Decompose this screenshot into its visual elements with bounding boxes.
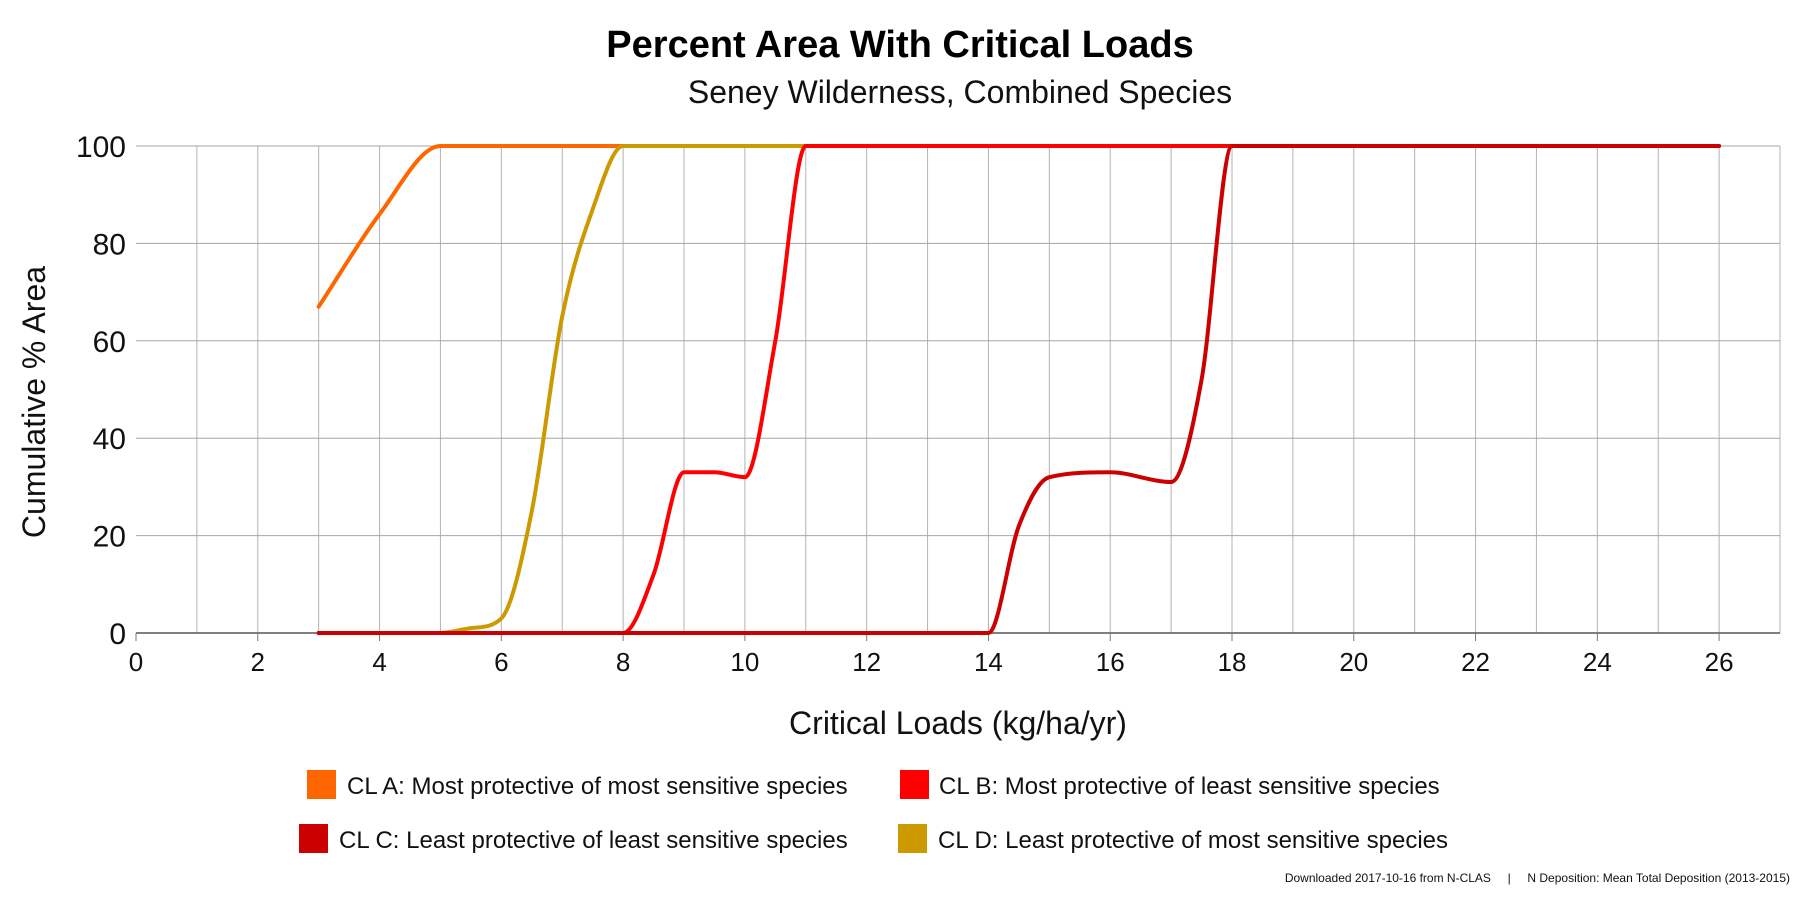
footer-note: Downloaded 2017-10-16 from N-CLAS | N De… [1285, 871, 1790, 885]
legend-swatch [898, 824, 927, 853]
x-tick-label: 8 [616, 647, 630, 677]
y-tick-label: 20 [93, 521, 126, 554]
legend-swatch [900, 770, 929, 799]
legend-swatch [307, 770, 336, 799]
legend-label: CL C: Least protective of least sensitiv… [339, 827, 848, 854]
grid-layer [136, 145, 1781, 633]
x-tick-label: 4 [372, 647, 386, 677]
x-tick-label: 2 [251, 647, 265, 677]
x-tick-label: 16 [1096, 647, 1125, 677]
x-tick-label: 10 [730, 647, 759, 677]
series-line-2 [316, 143, 1722, 636]
legend-label: CL D: Least protective of most sensitive… [938, 827, 1448, 854]
x-tick-label: 0 [129, 647, 143, 677]
chart-title: Percent Area With Critical Loads [606, 24, 1193, 66]
x-tick-label: 12 [852, 647, 881, 677]
x-tick-label: 18 [1218, 647, 1247, 677]
legend-item-1: CL B: Most protective of least sensitive… [900, 770, 1440, 800]
legend-swatch [299, 824, 328, 853]
legend: CL A: Most protective of most sensitive … [299, 770, 1448, 854]
series-layer [316, 143, 1722, 636]
y-tick-label: 60 [93, 326, 126, 359]
y-tick-label: 100 [76, 131, 126, 164]
y-tick-label: 80 [93, 228, 126, 261]
legend-label: CL B: Most protective of least sensitive… [939, 773, 1440, 800]
x-tick-label: 6 [494, 647, 508, 677]
x-tick-label: 20 [1339, 647, 1368, 677]
y-axis-title: Cumulative % Area [16, 266, 52, 538]
y-tick-label: 40 [93, 423, 126, 456]
legend-label: CL A: Most protective of most sensitive … [347, 773, 848, 800]
legend-item-3: CL D: Least protective of most sensitive… [898, 824, 1448, 854]
x-tick-label: 14 [974, 647, 1003, 677]
x-tick-label: 26 [1705, 647, 1734, 677]
chart-subtitle: Seney Wilderness, Combined Species [688, 74, 1232, 110]
x-tick-label: 24 [1583, 647, 1612, 677]
x-axis-title: Critical Loads (kg/ha/yr) [789, 705, 1127, 741]
legend-item-0: CL A: Most protective of most sensitive … [307, 770, 848, 800]
x-tick-label: 22 [1461, 647, 1490, 677]
legend-item-2: CL C: Least protective of least sensitiv… [299, 824, 848, 854]
y-tick-label: 0 [109, 618, 126, 651]
